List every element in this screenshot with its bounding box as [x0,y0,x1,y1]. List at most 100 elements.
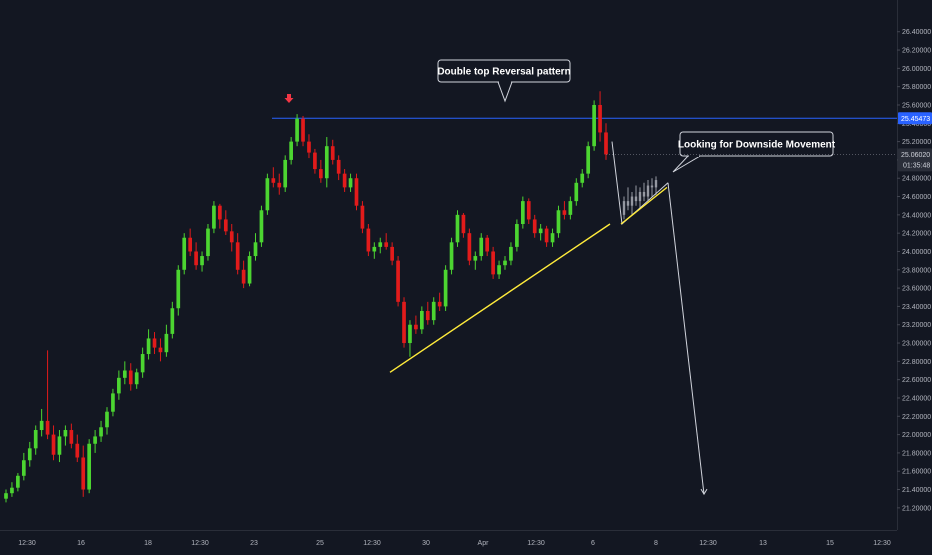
candle-down[interactable] [307,141,311,153]
candle-up[interactable] [134,372,139,385]
candle-down[interactable] [313,152,317,170]
candle-down[interactable] [75,443,80,458]
candle-down[interactable] [360,205,365,229]
candle-down[interactable] [223,219,228,232]
candle-up[interactable] [140,354,145,373]
candle-down[interactable] [414,324,418,330]
ascending-trendline[interactable] [389,223,611,373]
downside-callout-box[interactable] [679,131,834,157]
candle-up[interactable] [265,178,270,211]
candle-up[interactable] [164,333,169,353]
candle-up[interactable] [170,308,175,334]
candle-up[interactable] [348,178,353,188]
candle-down[interactable] [425,310,430,321]
candle-down[interactable] [301,118,305,142]
candle-up[interactable] [122,370,127,378]
candle-down[interactable] [402,301,406,344]
candle-up[interactable] [93,436,97,444]
candle-down[interactable] [277,182,282,188]
candle-down[interactable] [158,347,163,353]
projected-trendline[interactable] [620,186,668,225]
candle-up[interactable] [289,141,293,160]
candle-up[interactable] [479,237,484,257]
candle-down[interactable] [271,178,276,183]
candle-up[interactable] [509,246,513,261]
candle-up[interactable] [63,430,68,437]
candle-up[interactable] [16,475,20,488]
candle-up[interactable] [253,242,258,257]
candle-up[interactable] [4,493,8,499]
candle-down[interactable] [437,301,442,307]
candle-up[interactable] [111,393,115,412]
candle-up[interactable] [176,269,181,309]
candle-down[interactable] [598,104,602,133]
candle-down[interactable] [319,169,323,179]
candle-down[interactable] [485,237,490,252]
candle-down[interactable] [188,237,192,252]
candle-up[interactable] [550,233,555,243]
candle-up[interactable] [372,246,377,252]
candle-down[interactable] [491,251,495,275]
candle-up[interactable] [57,436,62,455]
candle-up[interactable] [455,214,460,243]
candle-down[interactable] [81,457,86,490]
candle-up[interactable] [182,237,187,270]
candle-up[interactable] [259,210,264,243]
candle-up[interactable] [473,256,478,261]
candle-up[interactable] [33,430,38,449]
candle-up[interactable] [212,205,216,229]
candle-up[interactable] [324,146,329,179]
candle-up[interactable] [449,242,454,270]
candle-up[interactable] [27,448,32,461]
candle-up[interactable] [21,460,26,476]
candle-up[interactable] [87,443,92,490]
candle-down[interactable] [396,260,400,302]
candle-down[interactable] [461,214,466,234]
candle-up[interactable] [503,260,507,266]
candle-up[interactable] [586,146,591,174]
candle-up[interactable] [515,224,519,247]
candle-down[interactable] [229,231,234,243]
candle-up[interactable] [497,265,501,275]
candle-up[interactable] [520,201,525,225]
candle-up[interactable] [99,427,103,437]
candle-down[interactable] [366,228,371,252]
candle-up[interactable] [592,104,596,147]
candle-up[interactable] [568,201,573,215]
candle-up[interactable] [105,411,109,428]
candle-down[interactable] [354,178,359,206]
candle-up[interactable] [431,301,436,321]
candle-down[interactable] [241,269,246,284]
candle-down[interactable] [69,430,74,444]
candle-down[interactable] [235,242,240,270]
candle-down[interactable] [152,338,157,348]
candle-down[interactable] [544,228,549,243]
candle-down[interactable] [384,242,389,247]
candle-up[interactable] [283,159,288,188]
candle-up[interactable] [420,310,424,330]
candle-up[interactable] [247,256,252,284]
candle-up[interactable] [556,210,561,234]
candle-up[interactable] [200,256,204,266]
candle-up[interactable] [538,228,543,234]
candle-up[interactable] [408,324,412,344]
candle-down[interactable] [218,205,222,220]
candle-down[interactable] [45,420,50,435]
candle-up[interactable] [10,487,14,494]
candle-down[interactable] [526,201,531,220]
candle-up[interactable] [146,338,151,355]
candle-up[interactable] [206,228,210,257]
candle-down[interactable] [562,210,567,215]
candle-up[interactable] [295,118,299,142]
candle-down[interactable] [128,370,133,385]
candle-up[interactable] [443,269,448,307]
candle-up[interactable] [378,242,383,247]
candle-up[interactable] [580,173,585,183]
candle-down[interactable] [532,219,537,234]
candle-down[interactable] [51,434,56,455]
candle-down[interactable] [330,146,335,160]
candle-down[interactable] [604,132,608,155]
candle-down[interactable] [467,233,472,261]
candle-up[interactable] [39,420,44,431]
